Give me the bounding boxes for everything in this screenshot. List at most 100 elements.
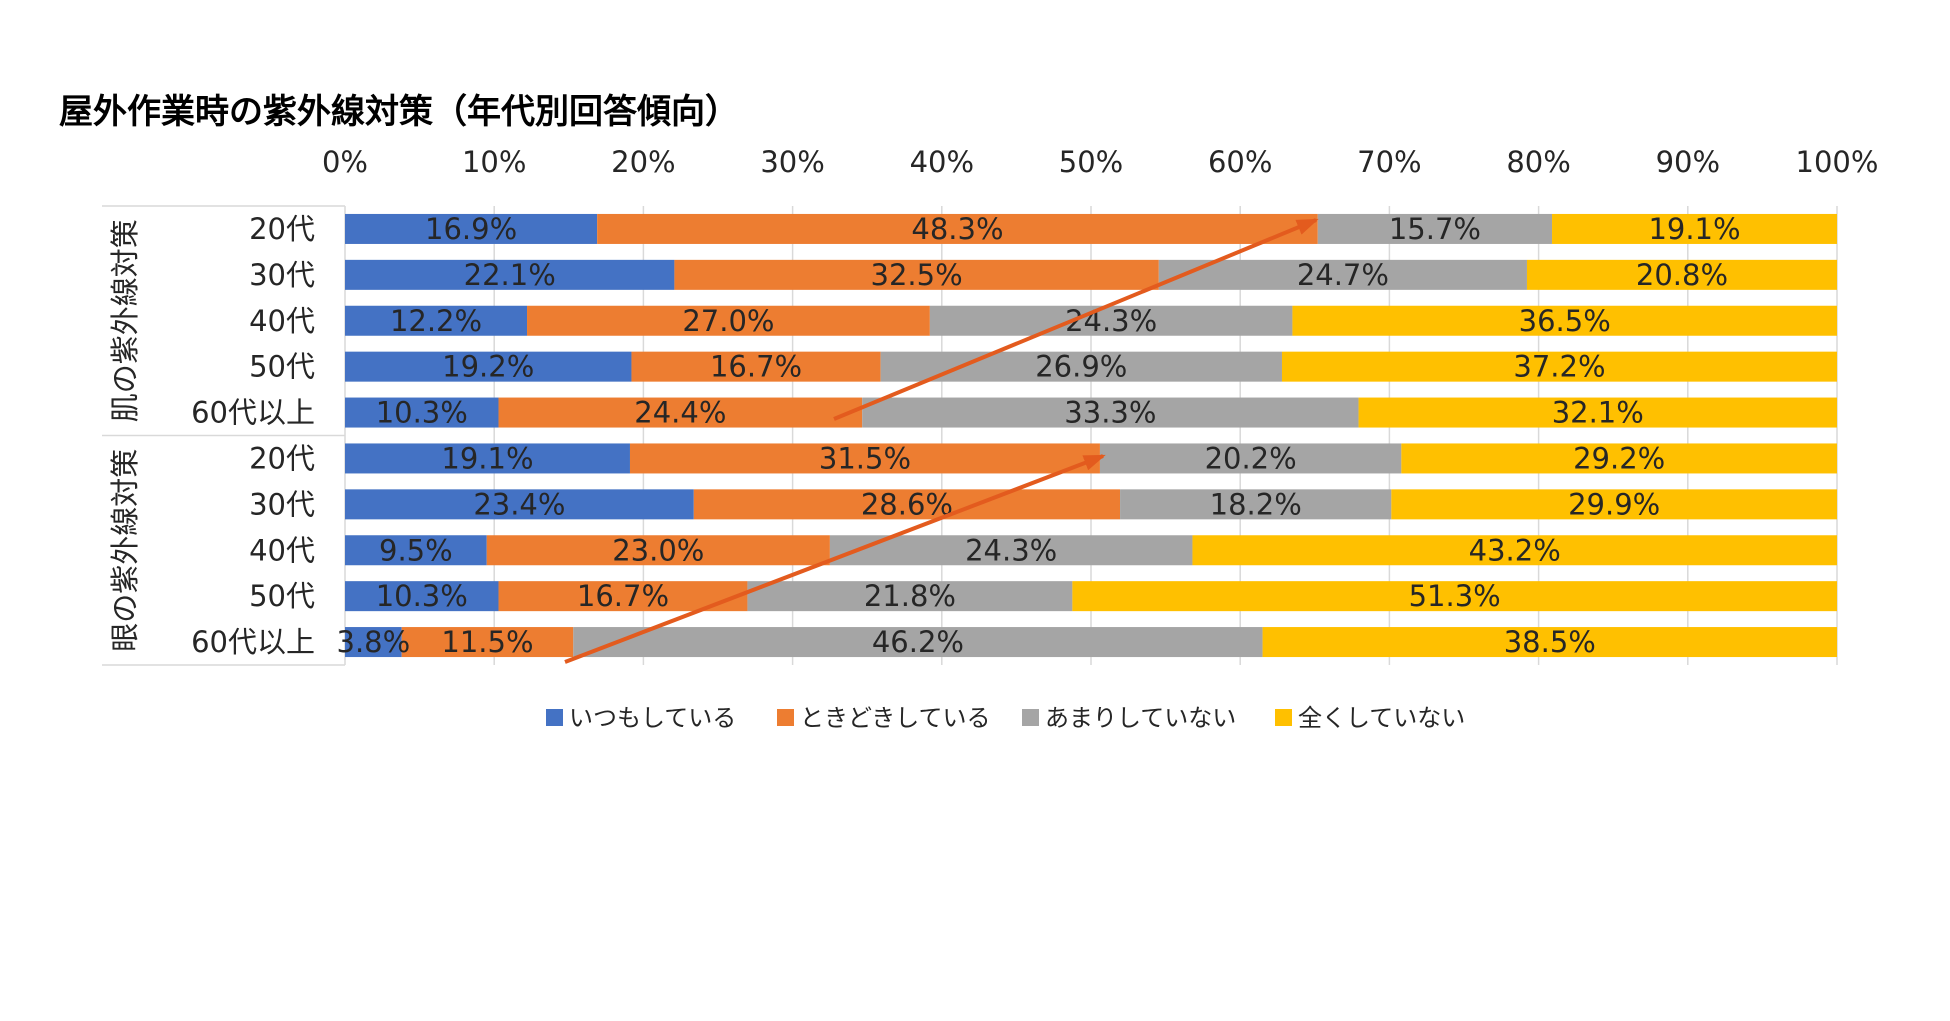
chart-title: 屋外作業時の紫外線対策（年代別回答傾向）: [59, 92, 739, 132]
bar-segment: [401, 627, 574, 658]
bar-segment: [880, 351, 1282, 382]
data-label: 10.3%: [376, 579, 468, 613]
data-label: 26.9%: [1035, 350, 1127, 384]
bar-segment: [693, 489, 1121, 520]
x-tick-label: 60%: [1208, 145, 1272, 179]
bar-segment: [829, 535, 1193, 566]
category-labels: 20代 30代 40代 50代 60代以上 20代 30代 40代 50代 60代以上: [191, 212, 315, 659]
data-label: 21.8%: [864, 579, 956, 613]
bar-segment: [345, 489, 694, 520]
bar-segment: [1072, 581, 1837, 612]
x-tick-label: 50%: [1059, 145, 1123, 179]
bar-segment: [1120, 489, 1392, 520]
data-label: 16.9%: [425, 212, 517, 246]
bar-segment: [1358, 397, 1837, 428]
legend-item: ときどきしている: [777, 704, 991, 732]
bar-segment: [631, 351, 881, 382]
bar-segment: [1552, 213, 1837, 244]
data-label: 32.5%: [871, 258, 963, 292]
bar-segment: [1401, 443, 1837, 474]
data-label: 12.2%: [390, 304, 482, 338]
category-label: 60代以上: [191, 396, 315, 430]
data-label: 29.9%: [1568, 487, 1660, 521]
data-label: 24.4%: [634, 396, 726, 430]
bars: [345, 213, 1837, 658]
data-label: 31.5%: [819, 441, 911, 475]
legend-label: あまりしていない: [1045, 704, 1236, 732]
data-label: 15.7%: [1389, 212, 1481, 246]
data-label: 43.2%: [1469, 533, 1561, 567]
data-label: 16.7%: [710, 350, 802, 384]
x-tick-label: 10%: [462, 145, 526, 179]
x-axis-ticks: 0% 10% 20% 30% 40% 50% 60% 70% 80% 90% 100%: [322, 145, 1878, 179]
bar-segment: [573, 627, 1263, 658]
data-label: 19.1%: [441, 441, 533, 475]
category-label: 20代: [249, 212, 315, 246]
data-label: 37.2%: [1513, 350, 1605, 384]
bar-segment: [1317, 213, 1553, 244]
data-label: 11.5%: [441, 625, 533, 659]
x-tick-label: 0%: [322, 145, 368, 179]
data-label: 19.1%: [1648, 212, 1740, 246]
group-label: 眼の紫外線対策: [108, 449, 142, 652]
bar-segment: [345, 305, 528, 336]
data-label: 3.8%: [337, 625, 411, 659]
bar-segment: [486, 535, 830, 566]
bar-segment: [747, 581, 1073, 612]
bar-segment: [929, 305, 1293, 336]
bar-segment: [345, 397, 499, 428]
bar-segment: [629, 443, 1100, 474]
legend-label: いつもしている: [569, 704, 736, 732]
data-label: 9.5%: [379, 533, 453, 567]
bar-segment: [498, 397, 863, 428]
bar-segment: [345, 443, 630, 474]
data-label: 24.3%: [965, 533, 1057, 567]
data-label: 22.1%: [464, 258, 556, 292]
category-label: 20代: [249, 441, 315, 475]
bar-segment: [1292, 305, 1837, 336]
data-label: 27.0%: [682, 304, 774, 338]
x-tick-label: 40%: [910, 145, 974, 179]
bar-segment: [1391, 489, 1837, 520]
data-label: 19.2%: [442, 350, 534, 384]
bar-segment: [597, 213, 1318, 244]
category-label: 50代: [249, 579, 315, 613]
data-label: 28.6%: [861, 487, 953, 521]
bar-segment: [1192, 535, 1837, 566]
bar-segment: [345, 351, 632, 382]
legend-swatch: [1022, 709, 1039, 726]
data-label: 24.3%: [1065, 304, 1157, 338]
data-label: 18.2%: [1210, 487, 1302, 521]
bar-segment: [345, 213, 598, 244]
x-tick-label: 30%: [760, 145, 824, 179]
data-label: 20.8%: [1636, 258, 1728, 292]
category-label: 60代以上: [191, 625, 315, 659]
bar-segment: [345, 535, 487, 566]
x-tick-label: 90%: [1656, 145, 1720, 179]
bar-segment: [1099, 443, 1402, 474]
bar-segment: [1262, 627, 1837, 658]
bar-segment: [345, 627, 402, 658]
group-label: 肌の紫外線対策: [108, 219, 142, 422]
bar-segment: [1526, 259, 1837, 290]
legend-item: 全くしていない: [1275, 704, 1465, 732]
data-label: 24.7%: [1297, 258, 1389, 292]
data-label: 32.1%: [1552, 396, 1644, 430]
data-label: 36.5%: [1519, 304, 1611, 338]
data-label: 29.2%: [1573, 441, 1665, 475]
bar-segment: [862, 397, 1359, 428]
bar-segment: [1281, 351, 1837, 382]
data-label: 23.4%: [473, 487, 565, 521]
data-label: 51.3%: [1409, 579, 1501, 613]
legend-item: あまりしていない: [1022, 704, 1236, 732]
legend-label: ときどきしている: [800, 704, 991, 732]
bar-segment: [674, 259, 1159, 290]
bar-segment: [1158, 259, 1527, 290]
category-label: 40代: [249, 533, 315, 567]
data-label: 33.3%: [1064, 396, 1156, 430]
category-label: 30代: [249, 487, 315, 521]
trend-arrow: [564, 454, 1106, 664]
trend-arrows: [564, 218, 1319, 664]
data-label: 38.5%: [1504, 625, 1596, 659]
